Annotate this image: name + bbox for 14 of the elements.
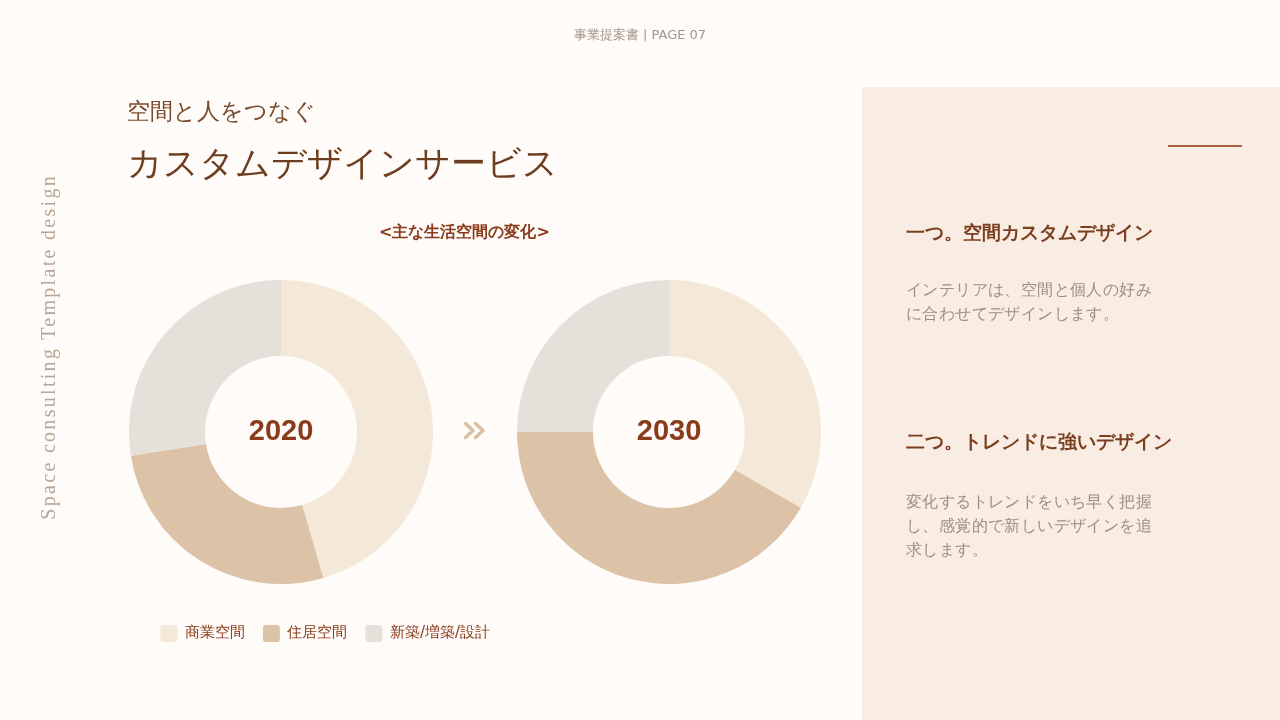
text: 2030 [636, 414, 702, 446]
legend-label: 商業空間 [184, 623, 245, 642]
text: カスタムデザインサービス [127, 143, 558, 185]
text: 2020 [248, 414, 314, 446]
legend-label: 新築/増築/設計 [389, 623, 490, 642]
text: 二つ。トレンドに強いデザイン [906, 429, 1172, 453]
text: 空間と人をつなぐ [127, 98, 316, 126]
text: 変化するトレンドをいち早く把握し、感覚的で新しいデザインを追求します。 [906, 491, 1153, 561]
text: 一つ。空間カスタムデザイン [906, 220, 1153, 244]
chart-title: <主な生活空間の変化> [379, 222, 550, 243]
text: インテリアは、空間と個人の好みに合わせてデザインします。 [906, 279, 1153, 325]
text: 事業提案書 | PAGE 07 [572, 26, 708, 44]
legend-label: 住居空間 [286, 623, 348, 642]
text: Space consulting Template design [37, 174, 60, 520]
